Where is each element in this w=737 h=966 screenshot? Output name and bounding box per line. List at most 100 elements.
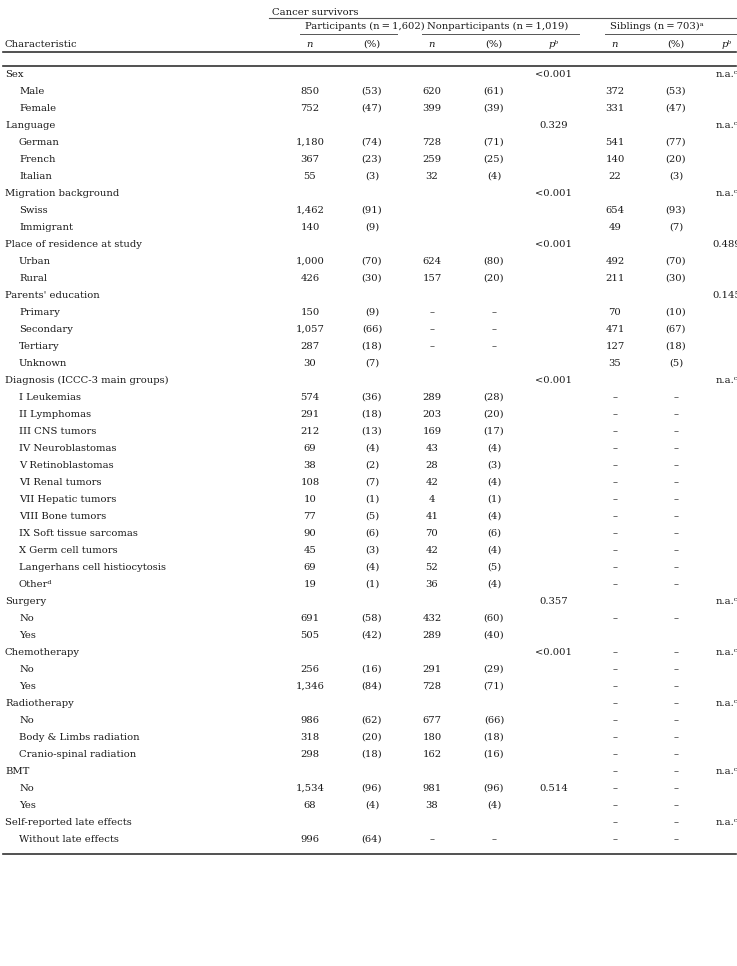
Text: –: – <box>612 648 618 657</box>
Text: (4): (4) <box>365 563 380 572</box>
Text: (%): (%) <box>486 40 503 49</box>
Text: 256: 256 <box>301 665 320 674</box>
Text: –: – <box>612 580 618 589</box>
Text: Self-reported late effects: Self-reported late effects <box>5 818 132 827</box>
Text: –: – <box>674 818 679 827</box>
Text: (9): (9) <box>365 223 379 232</box>
Text: 0.489: 0.489 <box>713 240 737 249</box>
Text: –: – <box>612 750 618 759</box>
Text: Chemotherapy: Chemotherapy <box>5 648 80 657</box>
Text: 318: 318 <box>301 733 320 742</box>
Text: Swiss: Swiss <box>19 206 48 215</box>
Text: <0.001: <0.001 <box>536 189 573 198</box>
Text: (66): (66) <box>483 716 504 725</box>
Text: <0.001: <0.001 <box>536 240 573 249</box>
Text: 541: 541 <box>605 138 625 147</box>
Text: Sex: Sex <box>5 70 24 79</box>
Text: Male: Male <box>19 87 44 96</box>
Text: Secondary: Secondary <box>19 325 73 334</box>
Text: 4: 4 <box>429 495 436 504</box>
Text: –: – <box>612 461 618 470</box>
Text: –: – <box>612 529 618 538</box>
Text: Primary: Primary <box>19 308 60 317</box>
Text: 728: 728 <box>422 138 441 147</box>
Text: n.a.ᶜ: n.a.ᶜ <box>716 376 737 385</box>
Text: –: – <box>674 733 679 742</box>
Text: 505: 505 <box>301 631 320 640</box>
Text: (93): (93) <box>666 206 686 215</box>
Text: –: – <box>674 682 679 691</box>
Text: Nonparticipants (n = 1,019): Nonparticipants (n = 1,019) <box>427 22 568 31</box>
Text: (5): (5) <box>669 359 683 368</box>
Text: 212: 212 <box>301 427 320 436</box>
Text: 1,057: 1,057 <box>296 325 324 334</box>
Text: –: – <box>674 648 679 657</box>
Text: Otherᵈ: Otherᵈ <box>19 580 52 589</box>
Text: (91): (91) <box>362 206 383 215</box>
Text: –: – <box>492 342 497 351</box>
Text: (20): (20) <box>666 155 686 164</box>
Text: (20): (20) <box>362 733 383 742</box>
Text: 70: 70 <box>609 308 621 317</box>
Text: –: – <box>612 427 618 436</box>
Text: 41: 41 <box>425 512 439 521</box>
Text: 372: 372 <box>605 87 624 96</box>
Text: (18): (18) <box>666 342 686 351</box>
Text: (3): (3) <box>669 172 683 181</box>
Text: Diagnosis (ICCC-3 main groups): Diagnosis (ICCC-3 main groups) <box>5 376 169 385</box>
Text: 0.329: 0.329 <box>539 121 568 130</box>
Text: (25): (25) <box>483 155 504 164</box>
Text: Without late effects: Without late effects <box>19 835 119 844</box>
Text: Place of residence at study: Place of residence at study <box>5 240 142 249</box>
Text: Body & Limbs radiation: Body & Limbs radiation <box>19 733 139 742</box>
Text: –: – <box>430 835 435 844</box>
Text: –: – <box>612 444 618 453</box>
Text: n.a.ᶜ: n.a.ᶜ <box>716 767 737 776</box>
Text: (40): (40) <box>483 631 504 640</box>
Text: 30: 30 <box>304 359 316 368</box>
Text: (%): (%) <box>363 40 380 49</box>
Text: (74): (74) <box>362 138 383 147</box>
Text: 140: 140 <box>300 223 320 232</box>
Text: –: – <box>612 699 618 708</box>
Text: pᵇ: pᵇ <box>549 40 559 49</box>
Text: (47): (47) <box>666 104 686 113</box>
Text: (16): (16) <box>362 665 383 674</box>
Text: 43: 43 <box>425 444 439 453</box>
Text: –: – <box>674 410 679 419</box>
Text: (7): (7) <box>669 223 683 232</box>
Text: 52: 52 <box>426 563 439 572</box>
Text: (4): (4) <box>487 580 501 589</box>
Text: –: – <box>674 546 679 555</box>
Text: –: – <box>430 342 435 351</box>
Text: (47): (47) <box>362 104 383 113</box>
Text: 654: 654 <box>605 206 624 215</box>
Text: Italian: Italian <box>19 172 52 181</box>
Text: 426: 426 <box>301 274 320 283</box>
Text: Unknown: Unknown <box>19 359 67 368</box>
Text: 399: 399 <box>422 104 441 113</box>
Text: –: – <box>674 767 679 776</box>
Text: 981: 981 <box>422 784 441 793</box>
Text: –: – <box>612 546 618 555</box>
Text: (70): (70) <box>666 257 686 266</box>
Text: –: – <box>674 461 679 470</box>
Text: (3): (3) <box>365 546 379 555</box>
Text: III CNS tumors: III CNS tumors <box>19 427 97 436</box>
Text: –: – <box>674 512 679 521</box>
Text: –: – <box>492 325 497 334</box>
Text: (70): (70) <box>362 257 383 266</box>
Text: –: – <box>674 427 679 436</box>
Text: Migration background: Migration background <box>5 189 119 198</box>
Text: n.a.ᶜ: n.a.ᶜ <box>716 818 737 827</box>
Text: –: – <box>674 444 679 453</box>
Text: (60): (60) <box>483 614 504 623</box>
Text: –: – <box>612 478 618 487</box>
Text: 259: 259 <box>422 155 441 164</box>
Text: 157: 157 <box>422 274 441 283</box>
Text: (58): (58) <box>362 614 383 623</box>
Text: –: – <box>674 716 679 725</box>
Text: 432: 432 <box>422 614 441 623</box>
Text: 1,534: 1,534 <box>296 784 324 793</box>
Text: 986: 986 <box>301 716 320 725</box>
